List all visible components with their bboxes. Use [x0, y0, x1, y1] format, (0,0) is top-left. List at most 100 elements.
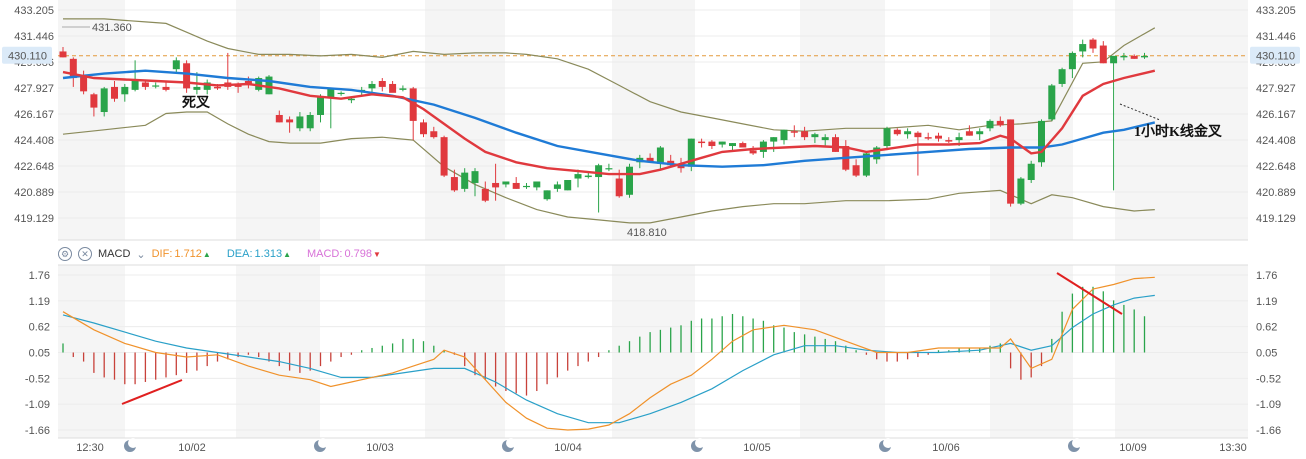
candle-body: [141, 82, 149, 87]
moon-icon-cutout: [128, 438, 138, 448]
candle-body: [1141, 55, 1148, 58]
candle-body: [152, 85, 160, 87]
candle-body: [965, 131, 973, 136]
candle-body: [121, 86, 129, 95]
close-icon[interactable]: ✕: [78, 247, 92, 261]
candle-body: [193, 86, 201, 90]
macd-tick-right: 0.62: [1256, 322, 1277, 334]
price-tick-left: 431.446: [14, 31, 54, 43]
price-tick-left: 424.408: [14, 135, 54, 147]
candle-body: [1120, 55, 1128, 58]
macd-tick-right: -0.52: [1256, 373, 1281, 385]
macd-tick-right: -1.09: [1256, 399, 1281, 411]
candle-body: [595, 165, 603, 178]
candle-body: [183, 63, 191, 89]
candle-body: [512, 182, 520, 189]
dif-value: 1.712: [174, 248, 202, 260]
candle-body: [244, 81, 252, 84]
moving-average-layer: [62, 69, 1156, 176]
candle-body: [337, 92, 345, 95]
settings-icon[interactable]: ⚙: [58, 247, 72, 261]
candle-body: [914, 132, 922, 138]
time-tick: 10/06: [932, 442, 960, 454]
dea-line: [62, 294, 1155, 424]
golden-cross-label: 1小时K线金叉: [1134, 123, 1223, 140]
session-band: [236, 265, 320, 438]
macd-tick-left: -1.66: [25, 425, 50, 437]
price-tag-right: 430.110: [1256, 51, 1295, 63]
candle-body: [862, 153, 870, 176]
candle-body: [409, 88, 417, 121]
candle-body: [523, 185, 530, 188]
candle-body: [996, 120, 1004, 126]
candle-body: [296, 116, 304, 129]
candle-body: [368, 83, 376, 89]
time-tick: 10/02: [178, 442, 206, 454]
candle-body: [893, 129, 901, 135]
candle-body: [1099, 45, 1107, 64]
macd-tick-left: 0.62: [29, 322, 50, 334]
macd-falling-trend-mark: [1056, 272, 1123, 315]
candle-body: [502, 181, 510, 185]
macd-tick-right: -1.66: [1256, 425, 1281, 437]
candle-body: [440, 137, 448, 176]
price-tick-right: 424.408: [1256, 135, 1296, 147]
price-tag-left-box: [2, 46, 52, 64]
candle-body: [306, 114, 314, 129]
candle-body: [564, 180, 572, 191]
candle-body: [759, 141, 767, 152]
price-tag-left: 430.110: [8, 51, 47, 63]
candle-body: [832, 137, 839, 152]
candle-body: [533, 181, 541, 188]
candle-body: [265, 76, 273, 95]
candle-body: [955, 137, 963, 141]
candle-body: [111, 86, 118, 99]
candle-body: [255, 78, 263, 90]
moon-icon-cutout: [506, 438, 516, 448]
dif-line: [62, 276, 1155, 431]
macd-tick-right: 1.76: [1256, 270, 1277, 282]
moon-icon-cutout: [883, 438, 893, 448]
macd-tick-left: -1.09: [25, 399, 50, 411]
chevron-down-icon[interactable]: ⌄: [136, 248, 146, 261]
candle-body: [718, 141, 726, 145]
candle-body: [347, 98, 355, 101]
up-arrow-icon: ▲: [283, 249, 291, 259]
price-tick-right: 426.167: [1256, 109, 1296, 121]
macd-tick-left: 1.76: [29, 270, 50, 282]
candle-body: [945, 140, 953, 142]
candle-body: [90, 94, 98, 108]
dea-label: DEA:: [226, 248, 253, 260]
price-tick-left: 419.129: [14, 213, 54, 225]
candle-body: [1017, 178, 1025, 204]
candle-body: [976, 131, 984, 135]
price-tick-right: 422.648: [1256, 161, 1296, 173]
indicator-name[interactable]: MACD: [98, 248, 131, 260]
candle-body: [69, 58, 77, 79]
session-band: [990, 265, 1073, 438]
price-tick-right: 420.889: [1256, 187, 1296, 199]
candle-body: [852, 165, 860, 176]
candle-body: [1110, 55, 1118, 64]
price-tick-right: 419.129: [1256, 213, 1296, 225]
session-band: [990, 0, 1073, 240]
dif-label: DIF:: [151, 248, 173, 260]
candle-body: [883, 128, 891, 147]
candle-body: [389, 83, 397, 93]
time-tick: 13:30: [1219, 442, 1247, 454]
candle-body: [687, 138, 695, 167]
macd-rising-trend-mark: [121, 379, 183, 405]
candle-body: [904, 131, 912, 135]
annotation-layer: 431.360 418.810 死叉 1小时K线金叉: [62, 22, 1223, 405]
candle-body: [317, 97, 324, 115]
candle-body: [430, 131, 438, 138]
bollinger-lower-line: [62, 111, 1155, 224]
candle-body: [286, 119, 294, 123]
price-tick-left: 427.927: [14, 83, 54, 95]
candle-body: [1079, 44, 1087, 52]
candle-body: [708, 141, 716, 147]
candle-body: [821, 137, 829, 141]
candle-body: [214, 86, 221, 89]
time-tick: 10/09: [1119, 442, 1147, 454]
death-cross-label: 死叉: [181, 95, 211, 111]
